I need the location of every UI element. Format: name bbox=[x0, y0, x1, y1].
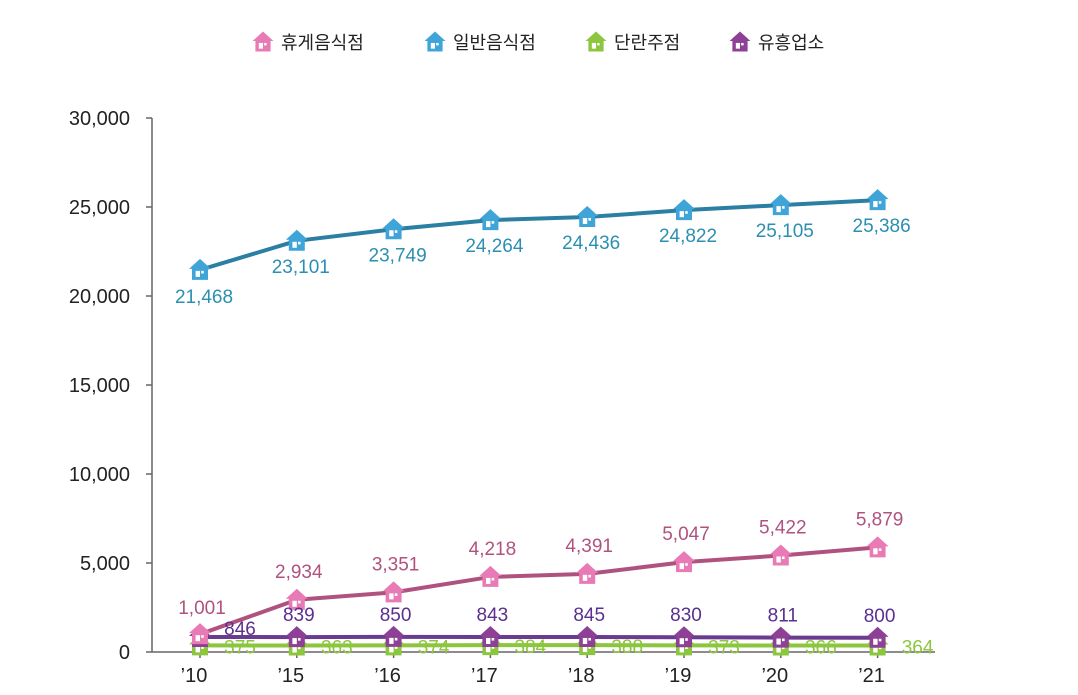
x-tick-label: ’18 bbox=[568, 665, 595, 687]
data-label: 2,934 bbox=[275, 562, 323, 583]
data-point-marker bbox=[867, 627, 889, 648]
x-tick-label: ’10 bbox=[181, 665, 208, 687]
data-label: 845 bbox=[573, 605, 605, 626]
data-point-marker bbox=[673, 626, 695, 647]
data-label: 24,264 bbox=[465, 236, 524, 257]
data-label: 364 bbox=[902, 638, 934, 659]
data-point-marker bbox=[576, 206, 598, 227]
data-point-marker bbox=[867, 189, 889, 210]
y-tick-label: 15,000 bbox=[69, 375, 130, 397]
data-label: 366 bbox=[805, 637, 837, 658]
data-point-marker bbox=[673, 199, 695, 220]
data-label: 373 bbox=[708, 637, 740, 658]
data-label: 800 bbox=[864, 606, 896, 627]
data-point-marker bbox=[867, 536, 889, 557]
data-point-marker bbox=[770, 194, 792, 215]
data-label: 375 bbox=[224, 637, 256, 658]
data-labels: 375 363 374 384 388 373 366 364 846 839 850 843 845 8… bbox=[175, 216, 934, 658]
data-label: 3,351 bbox=[372, 554, 420, 575]
data-label: 363 bbox=[321, 638, 353, 659]
x-tick-label: ’17 bbox=[471, 665, 498, 687]
data-label: 811 bbox=[768, 606, 798, 627]
data-label: 830 bbox=[670, 605, 702, 626]
data-label: 4,218 bbox=[469, 539, 517, 560]
data-label: 24,436 bbox=[562, 233, 620, 254]
data-label: 4,391 bbox=[565, 536, 613, 557]
data-label: 843 bbox=[477, 605, 509, 626]
data-label: 850 bbox=[380, 605, 412, 626]
legend-item: 휴게음식점 bbox=[253, 32, 364, 53]
y-tick-label: 30,000 bbox=[69, 108, 130, 130]
data-label: 384 bbox=[515, 637, 547, 658]
legend-item: 단란주점 bbox=[586, 32, 681, 53]
data-label: 388 bbox=[611, 637, 643, 658]
y-tick-label: 20,000 bbox=[69, 286, 130, 308]
data-point-marker bbox=[189, 623, 211, 644]
data-label: 23,749 bbox=[369, 245, 427, 266]
data-point-marker bbox=[383, 581, 405, 602]
legend-label: 유흥업소 bbox=[758, 33, 824, 53]
data-label: 5,047 bbox=[662, 524, 710, 545]
x-tick-label: ’15 bbox=[277, 665, 304, 687]
legend-label: 휴게음식점 bbox=[281, 33, 364, 53]
legend-label: 단란주점 bbox=[614, 33, 680, 53]
data-point-marker bbox=[189, 259, 211, 280]
legend: 휴게음식점 일반음식점 단란주점 유흥업소 bbox=[253, 32, 825, 53]
data-point-marker bbox=[770, 544, 792, 565]
data-label: 846 bbox=[224, 619, 256, 640]
legend-house-icon bbox=[425, 32, 446, 52]
legend-item: 유흥업소 bbox=[730, 32, 825, 53]
data-label: 374 bbox=[418, 637, 450, 658]
x-tick-label: ’16 bbox=[374, 665, 401, 687]
data-point-marker bbox=[286, 626, 308, 647]
y-tick-label: 10,000 bbox=[69, 464, 130, 486]
data-point-marker bbox=[479, 626, 501, 647]
legend-house-icon bbox=[253, 32, 274, 52]
data-point-marker bbox=[383, 218, 405, 239]
data-label: 24,822 bbox=[659, 226, 717, 247]
data-point-marker bbox=[576, 626, 598, 647]
data-point-marker bbox=[673, 551, 695, 572]
data-label: 5,879 bbox=[856, 509, 904, 530]
legend-house-icon bbox=[586, 32, 607, 52]
data-label: 5,422 bbox=[759, 517, 807, 538]
data-point-marker bbox=[286, 230, 308, 251]
x-tick-label: ’19 bbox=[665, 665, 692, 687]
legend-item: 일반음식점 bbox=[425, 32, 536, 53]
y-tick-label: 5,000 bbox=[80, 553, 130, 575]
data-label: 25,105 bbox=[756, 221, 814, 242]
data-label: 23,101 bbox=[272, 257, 330, 278]
data-point-marker bbox=[479, 209, 501, 230]
x-tick-label: ’21 bbox=[858, 665, 885, 687]
data-label: 839 bbox=[283, 605, 315, 626]
y-tick-label: 25,000 bbox=[69, 197, 130, 219]
y-tick-label: 0 bbox=[119, 642, 130, 664]
legend-house-icon bbox=[730, 32, 751, 52]
data-point-marker bbox=[576, 563, 598, 584]
legend-label: 일반음식점 bbox=[453, 33, 536, 53]
data-label: 1,001 bbox=[178, 598, 226, 619]
data-point-marker bbox=[479, 566, 501, 587]
data-label: 21,468 bbox=[175, 287, 233, 308]
data-label: 25,386 bbox=[853, 216, 911, 237]
x-tick-label: ’20 bbox=[761, 665, 788, 687]
data-point-marker bbox=[383, 626, 405, 647]
data-point-marker bbox=[770, 627, 792, 648]
